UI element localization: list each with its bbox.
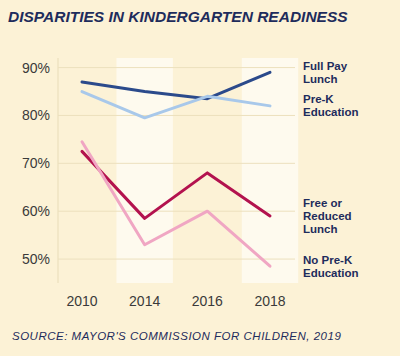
- y-axis-line: [58, 58, 59, 283]
- x-tick-label: 2010: [66, 293, 97, 309]
- series-group: [82, 72, 270, 266]
- title: DISPARITIES IN KINDERGARTEN READINESS: [8, 8, 348, 25]
- y-tick-label: 50%: [22, 251, 50, 267]
- background: [0, 0, 400, 356]
- y-tick-label: 70%: [22, 155, 50, 171]
- series-label: No Pre-KEducation: [303, 254, 359, 279]
- series-label: Pre-KEducation: [303, 93, 359, 118]
- grid-line: [58, 115, 295, 116]
- y-tick-label: 60%: [22, 203, 50, 219]
- x-tick-label: 2016: [192, 293, 223, 309]
- y-tick-label: 80%: [22, 107, 50, 123]
- chart: DISPARITIES IN KINDERGARTEN READINESS 50%…: [0, 0, 400, 356]
- y-tick-label: 90%: [22, 60, 50, 76]
- x-tick-label: 2018: [254, 293, 285, 309]
- source: SOURCE: MAYOR'S COMMISSION FOR CHILDREN,…: [12, 330, 341, 342]
- series-label: Free orReducedLunch: [303, 197, 352, 235]
- series-line: [82, 72, 270, 98]
- series-line: [82, 151, 270, 218]
- grid-line: [58, 211, 295, 212]
- series-line: [82, 92, 270, 118]
- series-line: [82, 142, 270, 266]
- grid-line: [58, 67, 295, 68]
- series-label: Full PayLunch: [303, 60, 348, 85]
- x-tick-label: 2014: [129, 293, 160, 309]
